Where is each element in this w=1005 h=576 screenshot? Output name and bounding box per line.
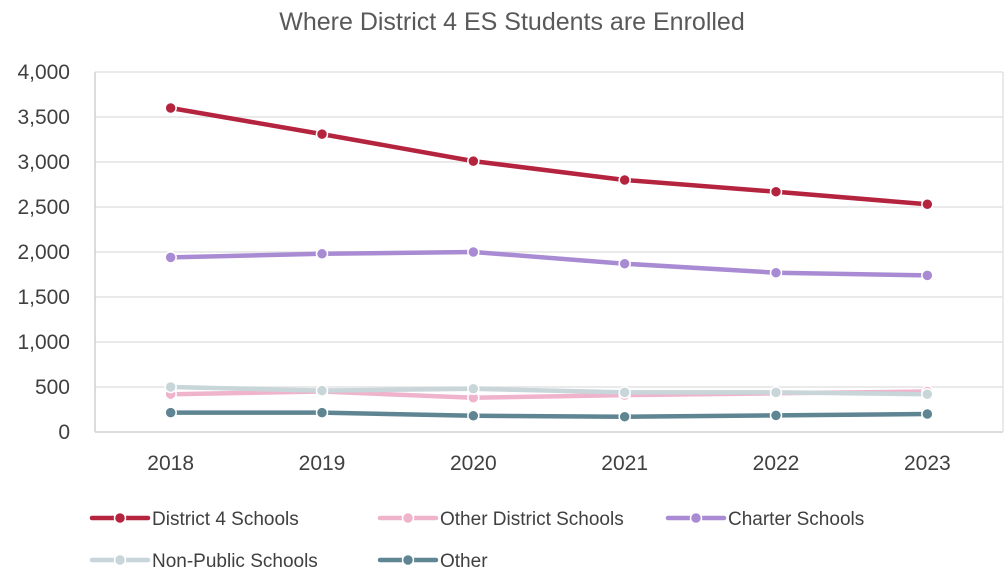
- y-tick-label: 500: [35, 376, 70, 399]
- x-tick-label: 2021: [601, 452, 648, 475]
- legend-label: Other District Schools: [440, 509, 624, 530]
- data-point[interactable]: [769, 266, 783, 279]
- x-tick-label: 2020: [450, 452, 497, 475]
- legend-label: Other: [440, 551, 488, 572]
- data-point[interactable]: [164, 101, 177, 115]
- chart-title: Where District 4 ES Students are Enrolle…: [279, 8, 744, 36]
- legend-swatch-marker: [113, 511, 127, 525]
- legend-swatch-marker: [689, 511, 703, 525]
- data-point[interactable]: [315, 384, 329, 397]
- gridlines: [95, 71, 1003, 388]
- data-point[interactable]: [467, 409, 480, 423]
- series-line: [168, 410, 930, 419]
- legend-item[interactable]: Non-Public Schools: [89, 551, 318, 572]
- data-point[interactable]: [618, 410, 631, 423]
- data-point[interactable]: [164, 406, 177, 419]
- legend-item[interactable]: Charter Schools: [665, 509, 864, 530]
- data-point[interactable]: [921, 269, 934, 282]
- legend-swatch-marker: [401, 553, 415, 567]
- data-point[interactable]: [467, 245, 480, 259]
- series-line: [168, 105, 930, 207]
- y-tick-label: 2,000: [17, 241, 70, 264]
- legend-item[interactable]: District 4 Schools: [89, 509, 299, 530]
- data-point[interactable]: [315, 127, 329, 141]
- data-point[interactable]: [921, 198, 934, 211]
- legend-label: District 4 Schools: [152, 509, 299, 530]
- x-tick-label: 2022: [753, 452, 800, 475]
- y-tick-label: 1,500: [17, 286, 70, 309]
- legend-item[interactable]: Other: [377, 551, 488, 572]
- data-point[interactable]: [315, 406, 329, 419]
- series-district-4-schools: [164, 101, 934, 211]
- legend-label: Charter Schools: [728, 509, 864, 530]
- legend-swatch-marker: [113, 553, 127, 567]
- series-non-public-schools: [164, 380, 934, 401]
- data-point[interactable]: [164, 380, 177, 394]
- data-point[interactable]: [618, 386, 631, 399]
- axes: 0 500 1,000 1,500 2,000 2,500 3,000 3,500 4,000 2…: [17, 61, 1004, 475]
- series-lines: [164, 101, 934, 423]
- series-charter-schools: [164, 245, 934, 282]
- data-point[interactable]: [921, 387, 934, 401]
- x-tick-label: 2023: [904, 452, 951, 475]
- x-tick-label: 2018: [147, 452, 194, 475]
- data-point[interactable]: [769, 185, 783, 198]
- x-tick-label: 2019: [299, 452, 346, 475]
- data-point[interactable]: [769, 386, 783, 399]
- data-point[interactable]: [467, 154, 480, 168]
- y-tick-label: 2,500: [17, 196, 70, 219]
- legend-label: Non-Public Schools: [152, 551, 318, 572]
- data-point[interactable]: [618, 173, 631, 187]
- y-tick-label: 1,000: [17, 331, 70, 354]
- y-tick-label: 4,000: [17, 61, 70, 84]
- series-line: [168, 384, 930, 397]
- legend-item[interactable]: Other District Schools: [377, 509, 624, 530]
- data-point[interactable]: [315, 247, 329, 261]
- series-line: [168, 249, 930, 278]
- data-point[interactable]: [618, 257, 631, 270]
- series-other: [164, 406, 934, 423]
- y-tick-label: 3,000: [17, 151, 70, 174]
- data-point[interactable]: [467, 382, 480, 396]
- data-point[interactable]: [921, 407, 934, 421]
- y-tick-label: 3,500: [17, 106, 70, 129]
- legend: District 4 Schools Other District Schools…: [89, 509, 864, 572]
- data-point[interactable]: [769, 409, 783, 422]
- data-point[interactable]: [164, 251, 177, 264]
- legend-swatch-marker: [401, 511, 415, 525]
- y-tick-label: 0: [58, 421, 70, 444]
